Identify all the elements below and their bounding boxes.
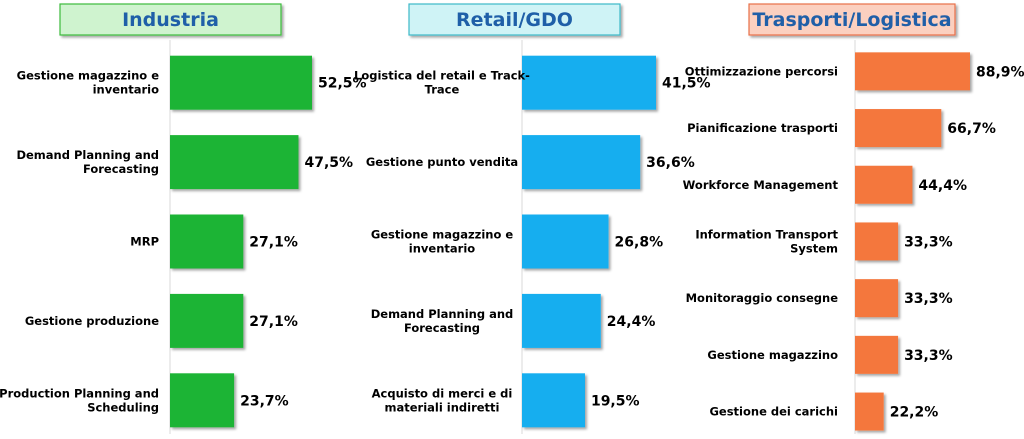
data-label: 33,3% xyxy=(904,348,953,364)
category-label: Demand Planning and xyxy=(371,307,514,321)
data-label: 88,9% xyxy=(976,64,1024,80)
category-label: Pianificazione trasporti xyxy=(687,121,838,135)
chart-trasporti: Trasporti/Logistica 88,9% Ottimizzazione p… xyxy=(683,3,1024,434)
category-label: Logistica del retail e Track- xyxy=(354,69,530,83)
chart-industria: Industria 52,5% Gestione magazzino einvent… xyxy=(0,3,367,434)
category-label: inventario xyxy=(93,83,159,97)
category-label: materiali indiretti xyxy=(384,400,499,414)
data-label: 27,1% xyxy=(249,314,298,330)
chart-title-box xyxy=(59,3,282,36)
data-label: 52,5% xyxy=(318,76,367,92)
category-label: Gestione punto vendita xyxy=(366,155,518,169)
data-label: 44,4% xyxy=(918,178,967,194)
category-label: Gestione magazzino e xyxy=(17,69,160,83)
data-label: 23,7% xyxy=(240,393,289,409)
bar xyxy=(855,222,899,261)
data-label: 24,4% xyxy=(607,314,656,330)
category-label: MRP xyxy=(130,235,159,249)
chart-retail: Retail/GDO 41,5% Logistica del retail e Tr… xyxy=(354,3,711,434)
category-label: Gestione dei carichi xyxy=(709,405,838,419)
bar xyxy=(522,373,585,428)
category-label: inventario xyxy=(409,242,475,256)
category-label: Monitoraggio consegne xyxy=(686,291,839,305)
bar xyxy=(855,392,884,431)
bar xyxy=(170,293,244,348)
bar xyxy=(522,214,609,269)
chart-title-box xyxy=(748,3,956,36)
category-label: Gestione magazzino xyxy=(707,348,838,362)
category-label: System xyxy=(790,241,838,255)
data-label: 36,6% xyxy=(646,155,695,171)
chart-title: Retail/GDO xyxy=(456,9,573,31)
data-label: 47,5% xyxy=(304,155,353,171)
category-label: Acquisto di merci e di xyxy=(372,386,513,400)
bar xyxy=(522,135,641,190)
data-label: 26,8% xyxy=(615,235,664,251)
category-label: Forecasting xyxy=(83,162,159,176)
data-label: 19,5% xyxy=(591,393,640,409)
bar xyxy=(170,55,312,110)
bar xyxy=(855,52,970,91)
category-label: Production Planning and xyxy=(0,386,159,400)
data-label: 41,5% xyxy=(662,76,711,92)
category-label: Forecasting xyxy=(404,321,480,335)
bar xyxy=(522,55,656,110)
category-label: Scheduling xyxy=(87,400,159,414)
category-label: Ottimizzazione percorsi xyxy=(685,64,838,78)
bar xyxy=(855,335,899,374)
category-label: Gestione magazzino e xyxy=(371,228,514,242)
category-label: Gestione produzione xyxy=(25,314,159,328)
data-label: 33,3% xyxy=(904,234,953,250)
category-label: Workforce Management xyxy=(683,178,839,192)
category-label: Information Transport xyxy=(695,227,838,241)
data-label: 27,1% xyxy=(249,235,298,251)
chart-title-box xyxy=(408,3,621,36)
bar xyxy=(855,165,913,204)
chart-title: Trasporti/Logistica xyxy=(752,9,951,31)
bar xyxy=(170,214,244,269)
category-label: Demand Planning and xyxy=(16,148,159,162)
chart-title: Industria xyxy=(122,9,219,31)
bar xyxy=(855,109,942,148)
data-label: 66,7% xyxy=(947,121,996,137)
data-label: 22,2% xyxy=(890,405,939,421)
bar xyxy=(855,279,899,318)
category-label: Trace xyxy=(425,83,460,97)
data-label: 33,3% xyxy=(904,291,953,307)
bar xyxy=(522,293,601,348)
bar xyxy=(170,373,235,428)
bar xyxy=(170,135,299,190)
